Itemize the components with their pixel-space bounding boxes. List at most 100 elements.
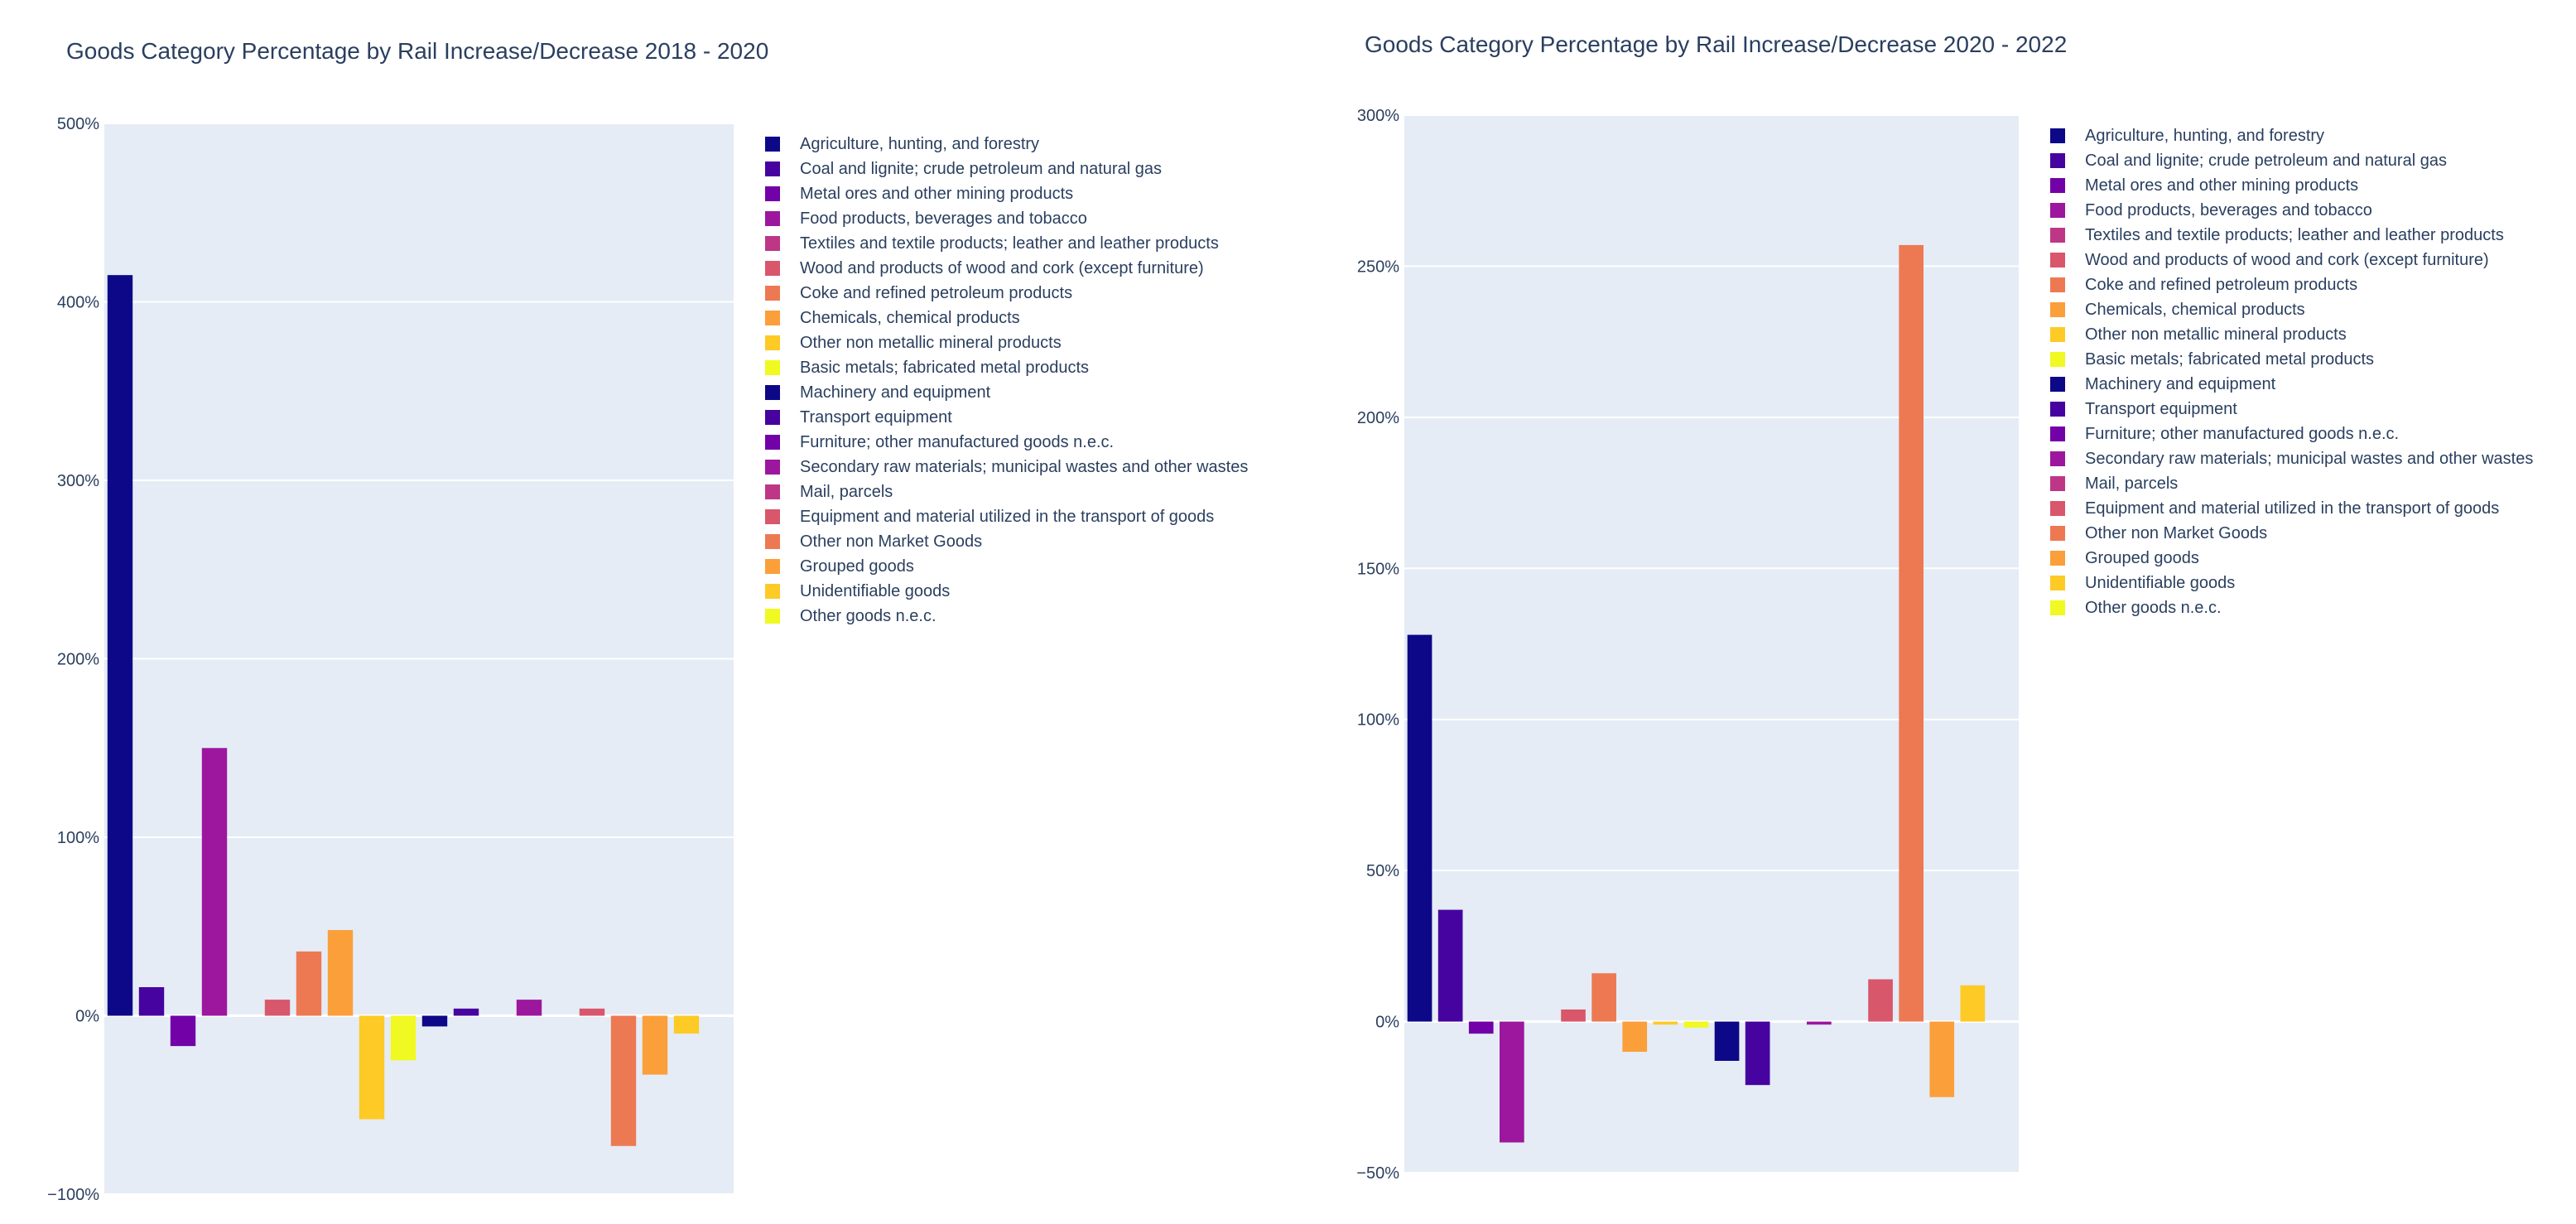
- legend-item[interactable]: Machinery and equipment: [765, 380, 1248, 405]
- legend-item[interactable]: Textiles and textile products; leather a…: [2050, 223, 2533, 248]
- legend-label: Other non Market Goods: [800, 532, 983, 551]
- legend-swatch: [2050, 476, 2065, 491]
- legend-item[interactable]: Furniture; other manufactured goods n.e.…: [2050, 422, 2533, 446]
- legend-item[interactable]: Metal ores and other mining products: [2050, 173, 2533, 198]
- legend-item[interactable]: Food products, beverages and tobacco: [2050, 198, 2533, 223]
- chart-title: Goods Category Percentage by Rail Increa…: [66, 38, 769, 64]
- bar[interactable]: [327, 930, 354, 1016]
- legend-label: Chemicals, chemical products: [800, 308, 1020, 327]
- bar[interactable]: [1745, 1021, 1770, 1086]
- legend-item[interactable]: Chemicals, chemical products: [765, 306, 1248, 330]
- legend-label: Machinery and equipment: [800, 383, 991, 402]
- bar[interactable]: [138, 987, 165, 1016]
- bar[interactable]: [1960, 985, 1986, 1022]
- bar[interactable]: [453, 1008, 479, 1016]
- y-tick-label: 50%: [1366, 862, 1399, 880]
- bar[interactable]: [264, 1000, 291, 1016]
- legend-item[interactable]: Mail, parcels: [2050, 471, 2533, 496]
- legend-item[interactable]: Other non Market Goods: [2050, 521, 2533, 546]
- legend-item[interactable]: Transport equipment: [2050, 397, 2533, 422]
- bar[interactable]: [673, 1015, 700, 1034]
- legend-item[interactable]: Transport equipment: [765, 405, 1248, 430]
- legend-swatch: [2050, 551, 2065, 566]
- legend-label: Equipment and material utilized in the t…: [800, 507, 1215, 526]
- bar[interactable]: [107, 275, 133, 1016]
- legend-right: Agriculture, hunting, and forestry Coal a…: [2050, 123, 2533, 620]
- bar[interactable]: [1899, 244, 1924, 1022]
- legend-label: Grouped goods: [2085, 548, 2199, 567]
- legend-swatch: [2050, 576, 2065, 590]
- bar[interactable]: [296, 951, 322, 1016]
- legend-item[interactable]: Other goods n.e.c.: [765, 604, 1248, 629]
- legend-item[interactable]: Furniture; other manufactured goods n.e.…: [765, 430, 1248, 455]
- legend-item[interactable]: Basic metals; fabricated metal products: [2050, 347, 2533, 372]
- legend-label: Basic metals; fabricated metal products: [800, 358, 1090, 377]
- legend-item[interactable]: Other non metallic mineral products: [765, 330, 1248, 355]
- legend-swatch: [2050, 128, 2065, 143]
- legend-item[interactable]: Grouped goods: [2050, 546, 2533, 571]
- legend-swatch: [2050, 501, 2065, 516]
- bar[interactable]: [579, 1008, 605, 1016]
- legend-label: Coke and refined petroleum products: [2085, 275, 2358, 294]
- legend-item[interactable]: Agriculture, hunting, and forestry: [765, 132, 1248, 157]
- bar[interactable]: [201, 748, 228, 1016]
- bar[interactable]: [1929, 1021, 1955, 1097]
- legend-item[interactable]: Chemicals, chemical products: [2050, 297, 2533, 322]
- legend-label: Metal ores and other mining products: [800, 184, 1074, 203]
- legend-label: Basic metals; fabricated metal products: [2085, 349, 2375, 369]
- legend-item[interactable]: Coke and refined petroleum products: [765, 281, 1248, 306]
- bar[interactable]: [1622, 1021, 1648, 1053]
- legend-item[interactable]: Secondary raw materials; municipal waste…: [765, 455, 1248, 479]
- y-tick-label: 300%: [1357, 107, 1399, 125]
- legend-item[interactable]: Coke and refined petroleum products: [2050, 272, 2533, 297]
- bar[interactable]: [1868, 979, 1893, 1022]
- bar[interactable]: [642, 1015, 668, 1075]
- y-tick-label: −100%: [47, 1186, 99, 1204]
- legend-item[interactable]: Mail, parcels: [765, 479, 1248, 504]
- legend-item[interactable]: Metal ores and other mining products: [765, 181, 1248, 206]
- bar[interactable]: [1591, 973, 1616, 1022]
- legend-swatch: [765, 534, 780, 549]
- legend-item[interactable]: Other non metallic mineral products: [2050, 322, 2533, 347]
- legend-item[interactable]: Other non Market Goods: [765, 529, 1248, 554]
- legend-item[interactable]: Coal and lignite; crude petroleum and na…: [765, 157, 1248, 181]
- legend-item[interactable]: Basic metals; fabricated metal products: [765, 355, 1248, 380]
- bar[interactable]: [359, 1015, 385, 1120]
- bar[interactable]: [1468, 1021, 1494, 1034]
- legend-item[interactable]: Secondary raw materials; municipal waste…: [2050, 446, 2533, 471]
- legend-item[interactable]: Equipment and material utilized in the t…: [2050, 496, 2533, 521]
- legend-item[interactable]: Unidentifiable goods: [2050, 571, 2533, 595]
- legend-swatch: [765, 360, 780, 375]
- legend-item[interactable]: Equipment and material utilized in the t…: [765, 504, 1248, 529]
- legend-label: Mail, parcels: [800, 482, 893, 501]
- bar[interactable]: [421, 1015, 448, 1027]
- legend-item[interactable]: Textiles and textile products; leather a…: [765, 231, 1248, 256]
- bar[interactable]: [1683, 1021, 1709, 1028]
- legend-item[interactable]: Unidentifiable goods: [765, 579, 1248, 604]
- legend-swatch: [765, 460, 780, 475]
- legend-swatch: [765, 236, 780, 251]
- bar[interactable]: [1653, 1021, 1678, 1025]
- legend-item[interactable]: Grouped goods: [765, 554, 1248, 579]
- bar[interactable]: [1437, 909, 1463, 1022]
- legend-item[interactable]: Other goods n.e.c.: [2050, 595, 2533, 620]
- bar[interactable]: [610, 1015, 637, 1146]
- legend-item[interactable]: Coal and lignite; crude petroleum and na…: [2050, 148, 2533, 173]
- bar[interactable]: [1407, 634, 1432, 1022]
- bar[interactable]: [1561, 1009, 1586, 1022]
- bar[interactable]: [1500, 1021, 1524, 1143]
- legend-swatch: [765, 186, 780, 201]
- bar[interactable]: [1714, 1021, 1740, 1062]
- legend-label: Coal and lignite; crude petroleum and na…: [2085, 151, 2447, 170]
- legend-item[interactable]: Agriculture, hunting, and forestry: [2050, 123, 2533, 148]
- bar[interactable]: [170, 1015, 196, 1047]
- legend-item[interactable]: Machinery and equipment: [2050, 372, 2533, 397]
- bar[interactable]: [516, 1000, 542, 1016]
- legend-item[interactable]: Food products, beverages and tobacco: [765, 206, 1248, 231]
- legend-label: Equipment and material utilized in the t…: [2085, 499, 2500, 518]
- legend-item[interactable]: Wood and products of wood and cork (exce…: [765, 256, 1248, 281]
- legend-label: Grouped goods: [800, 557, 914, 576]
- bar[interactable]: [390, 1015, 416, 1061]
- bar[interactable]: [1807, 1021, 1832, 1025]
- legend-item[interactable]: Wood and products of wood and cork (exce…: [2050, 248, 2533, 272]
